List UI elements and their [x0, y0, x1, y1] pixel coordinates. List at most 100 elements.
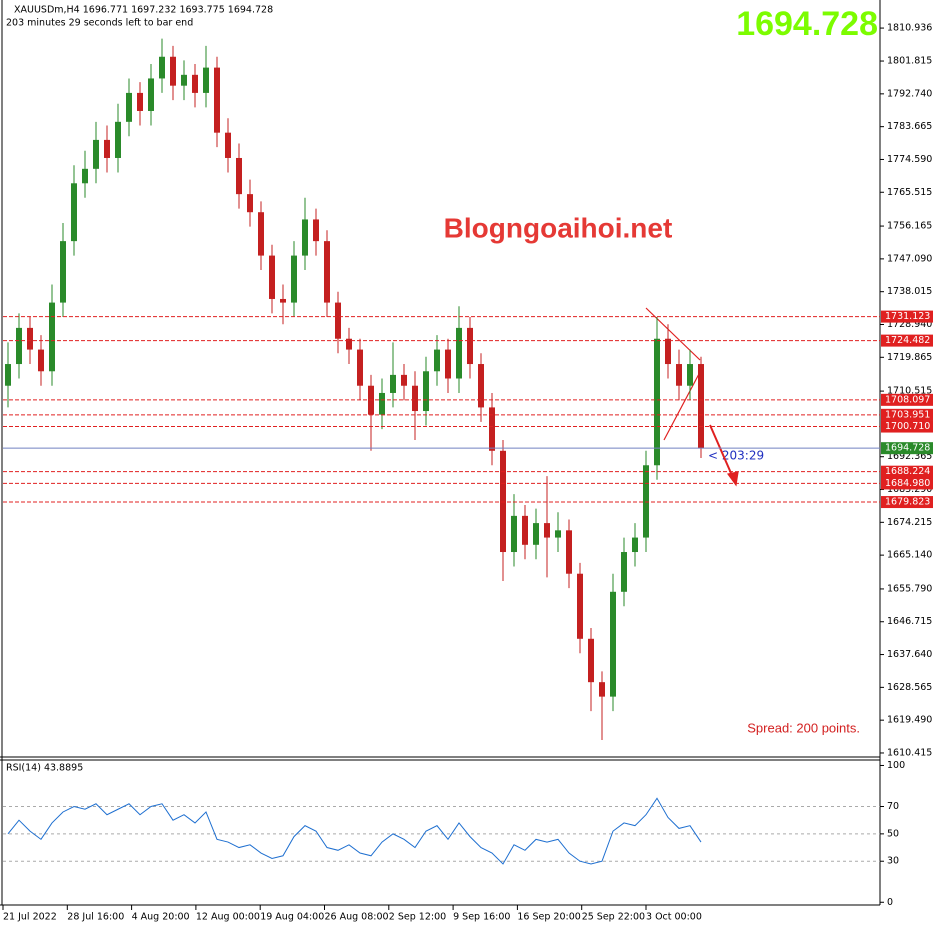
candle-body [698, 364, 704, 449]
candle-body [71, 183, 77, 242]
x-tick-label: 26 Aug 08:00 [325, 912, 389, 923]
candle-body [5, 364, 11, 386]
candle-body [225, 132, 231, 158]
trend-line [663, 371, 701, 441]
candle-body [434, 349, 440, 372]
candle-body [533, 523, 539, 545]
y-tick-label: 1710.515 [887, 386, 932, 397]
level-line-label: 1724.482 [885, 335, 930, 346]
candle-body [192, 74, 198, 93]
level-line-label: 1679.823 [885, 497, 930, 508]
y-tick-label: 0 [887, 897, 893, 908]
y-tick-label: 1747.090 [887, 253, 932, 264]
candle-body [214, 67, 220, 133]
candle-body [489, 407, 495, 451]
candle-body [500, 450, 506, 553]
candle-body [27, 327, 33, 350]
candle-body [291, 255, 297, 303]
candle-body [445, 349, 451, 379]
candle-body [38, 349, 44, 372]
candle-body [665, 338, 671, 365]
candle-body [555, 530, 561, 538]
y-tick-label: 1719.865 [887, 352, 932, 363]
chart-subtitle: 203 minutes 29 seconds left to bar end [6, 18, 193, 29]
candle-body [357, 349, 363, 386]
level-line-label-bg [881, 334, 933, 347]
candle-body [643, 465, 649, 538]
x-tick-label: 21 Jul 2022 [3, 912, 57, 923]
chart-title: XAUUSDm,H4 1696.771 1697.232 1693.775 16… [14, 5, 273, 16]
y-tick-label: 1619.490 [887, 715, 932, 726]
rsi-line [7, 797, 702, 865]
y-tick-label: 1610.415 [887, 747, 932, 758]
level-line-label-bg [881, 310, 933, 323]
candle-body [467, 327, 473, 365]
x-tick-label: 12 Aug 00:00 [196, 912, 260, 923]
y-tick-label: 1801.815 [887, 56, 932, 67]
arrow [709, 424, 735, 481]
candle-body [236, 157, 242, 195]
candle-body [203, 67, 209, 93]
x-tick-label: 3 Oct 00:00 [646, 912, 702, 923]
candle-body [137, 92, 143, 111]
rsi-title: RSI(14) 43.8895 [6, 763, 83, 774]
candle-body [104, 139, 110, 158]
level-line-label: 1684.980 [885, 478, 930, 489]
big-price: 1694.728 [736, 5, 878, 43]
candle-body [148, 78, 154, 111]
candle-body [49, 302, 55, 372]
y-tick-label: 1728.940 [887, 319, 932, 330]
candle-body [170, 56, 176, 86]
candle-body [687, 364, 693, 386]
level-line-label-bg [881, 496, 933, 509]
countdown: < 203:29 [708, 449, 764, 463]
level-line-label: 1703.951 [885, 409, 930, 420]
y-tick-label: 1810.936 [887, 23, 932, 34]
candle-body [577, 573, 583, 639]
y-tick-label: 1738.015 [887, 286, 932, 297]
candle-body [632, 537, 638, 553]
candle-body [423, 371, 429, 412]
current-price-label-bg [881, 442, 933, 455]
candle-body [544, 523, 550, 538]
candle-body [390, 374, 396, 393]
candle-body [522, 515, 528, 545]
current-price-label: 1694.728 [885, 443, 930, 454]
level-line-label-bg [881, 393, 933, 406]
y-tick-label: 1783.665 [887, 121, 932, 132]
y-tick-label: 1692.365 [887, 451, 932, 462]
candle-body [412, 385, 418, 412]
candle-body [346, 338, 352, 350]
candle-body [599, 682, 605, 697]
candle-body [379, 392, 385, 415]
candle-body [335, 302, 341, 339]
level-line-label-bg [881, 408, 933, 421]
candle-body [401, 374, 407, 386]
y-tick-label: 1774.590 [887, 154, 932, 165]
candle-body [478, 364, 484, 408]
x-tick-label: 28 Jul 16:00 [67, 912, 124, 923]
y-tick-label: 1674.215 [887, 517, 932, 528]
level-line-label: 1688.224 [885, 466, 930, 477]
y-tick-label: 1646.715 [887, 616, 932, 627]
x-tick-label: 9 Sep 16:00 [453, 912, 510, 923]
candle-body [60, 241, 66, 303]
candle-body [247, 194, 253, 213]
spread-text: Spread: 200 points. [747, 720, 860, 735]
y-tick-label: 1756.165 [887, 221, 932, 232]
level-line-label-bg [881, 420, 933, 433]
candle-body [181, 74, 187, 86]
candle-body [654, 338, 660, 466]
x-tick-label: 25 Sep 22:00 [582, 912, 645, 923]
candle-body [324, 241, 330, 303]
y-tick-label: 50 [887, 828, 899, 839]
candle-body [610, 591, 616, 697]
candle-body [511, 515, 517, 553]
y-tick-label: 1655.790 [887, 583, 932, 594]
x-tick-label: 19 Aug 04:00 [260, 912, 324, 923]
candle-body [126, 92, 132, 122]
x-tick-label: 16 Sep 20:00 [517, 912, 580, 923]
y-tick-label: 1792.740 [887, 88, 932, 99]
